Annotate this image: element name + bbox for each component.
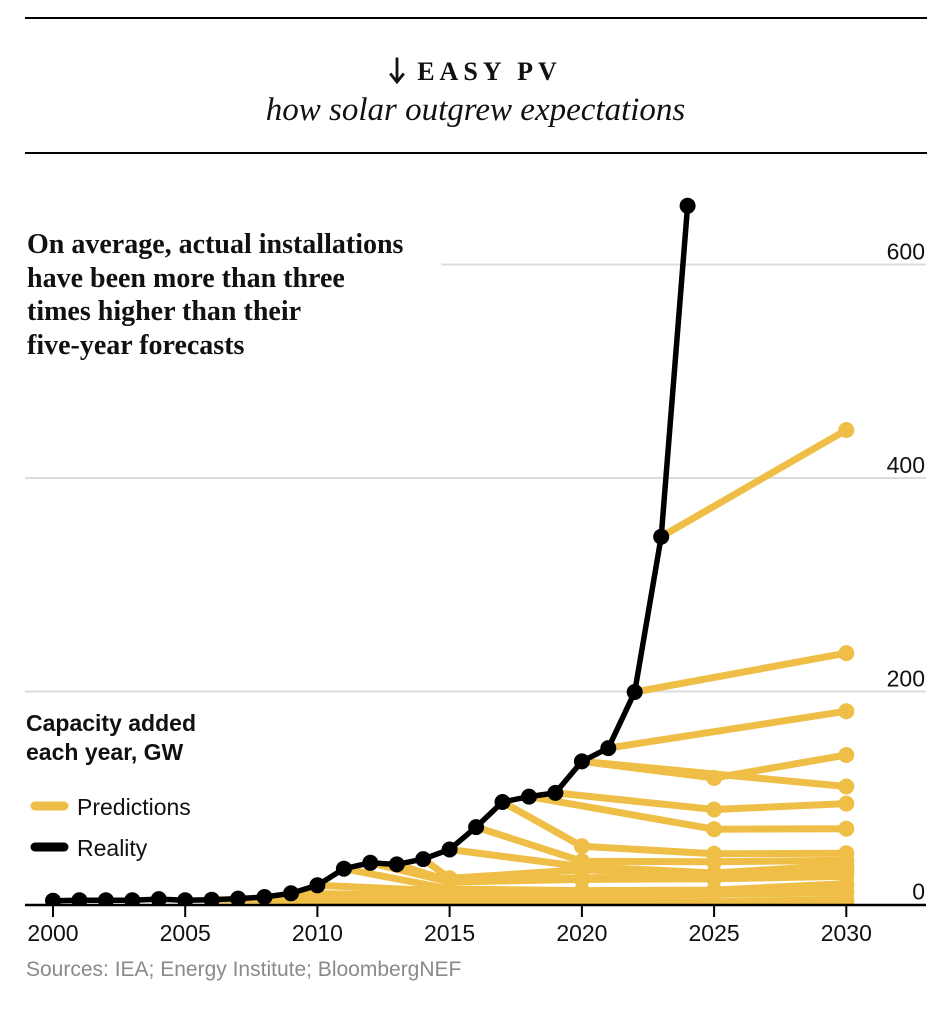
svg-text:400: 400 (887, 452, 925, 478)
svg-text:600: 600 (887, 239, 925, 265)
svg-text:200: 200 (887, 666, 925, 692)
svg-text:2005: 2005 (160, 920, 211, 946)
svg-text:2015: 2015 (424, 920, 475, 946)
svg-text:2020: 2020 (556, 920, 607, 946)
svg-text:0: 0 (912, 879, 925, 905)
svg-text:2030: 2030 (821, 920, 872, 946)
svg-text:2025: 2025 (689, 920, 740, 946)
svg-text:2010: 2010 (292, 920, 343, 946)
svg-text:2000: 2000 (27, 920, 78, 946)
